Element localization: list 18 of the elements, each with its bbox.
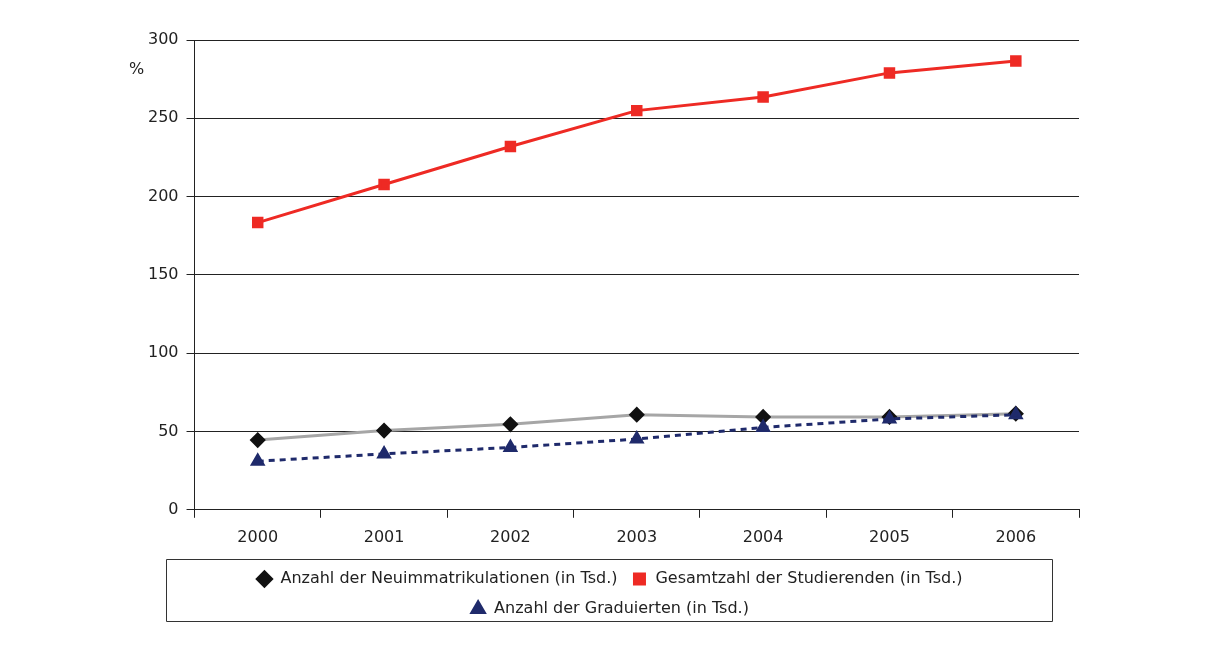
x-tick-label: 2002 (490, 526, 531, 546)
legend-label: Gesamtzahl der Studierenden (in Tsd.) (655, 568, 963, 588)
x-tick-label: 2004 (742, 526, 784, 546)
y-tick-label: 150 (147, 264, 179, 284)
y-tick-label: 300 (147, 29, 179, 49)
x-tick-label: 2003 (616, 526, 658, 546)
x-tick-label: 2006 (995, 526, 1037, 546)
x-tick-label: 2005 (869, 526, 910, 546)
y-axis-title: % (128, 59, 145, 79)
legend-label: Anzahl der Neuimmatrikulationen (in Tsd.) (280, 568, 618, 588)
y-tick-label: 100 (147, 342, 179, 362)
x-tick-label: 2000 (237, 526, 279, 546)
y-tick-label: 50 (158, 420, 179, 440)
x-tick-label: 2001 (363, 526, 405, 546)
y-tick-label: 200 (147, 185, 179, 205)
y-tick-label: 0 (168, 498, 179, 518)
legend-label: Anzahl der Graduierten (in Tsd.) (494, 598, 749, 618)
y-tick-label: 250 (147, 107, 179, 127)
